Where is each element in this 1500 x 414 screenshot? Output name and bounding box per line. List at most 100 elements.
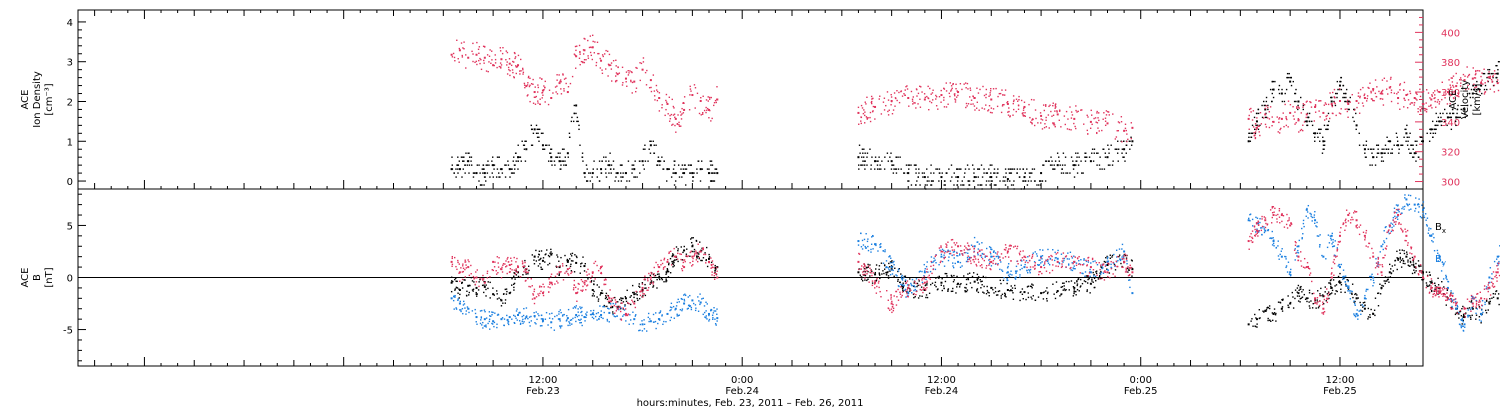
bz-point xyxy=(617,308,619,310)
velocity-point xyxy=(675,118,677,120)
top-left-ylabel-line: Ion Density xyxy=(32,71,43,128)
bz-point xyxy=(1306,266,1308,268)
bz-point xyxy=(1405,235,1407,237)
right-tick-label: 340 xyxy=(1441,118,1460,129)
bz-point xyxy=(1314,297,1316,299)
bz-point xyxy=(1339,235,1341,237)
bz-point xyxy=(1322,308,1324,310)
bx-point xyxy=(1356,297,1358,299)
top-right-ylabel-line: [km/s] xyxy=(1472,83,1483,115)
density-point xyxy=(891,160,893,162)
bx-point xyxy=(1007,289,1009,291)
density-point xyxy=(484,172,486,174)
by-point xyxy=(691,299,693,301)
right-tick-label: 300 xyxy=(1441,178,1460,189)
bz-point xyxy=(691,256,693,258)
series-bx xyxy=(451,237,1500,328)
density-point xyxy=(1281,93,1283,95)
density-point xyxy=(1248,140,1250,142)
by-point xyxy=(940,256,942,258)
velocity-point xyxy=(1289,112,1291,114)
velocity-point xyxy=(857,112,859,114)
velocity-point xyxy=(1397,97,1399,99)
series-by xyxy=(451,194,1500,336)
bz-point xyxy=(1007,250,1009,252)
by-point xyxy=(891,266,893,268)
bz-point xyxy=(857,261,859,263)
bz-point xyxy=(1397,214,1399,216)
bz-point xyxy=(1107,271,1109,273)
velocity-point xyxy=(990,99,992,101)
velocity-point xyxy=(1322,112,1324,114)
bx-point xyxy=(857,271,859,273)
bz-point xyxy=(1248,240,1250,242)
density-point xyxy=(525,148,527,150)
bx-point xyxy=(1248,323,1250,325)
density-point xyxy=(650,144,652,146)
by-point xyxy=(974,245,976,247)
by-point xyxy=(633,318,635,320)
legend-label-x: Bx xyxy=(1435,222,1446,235)
bottom-left-ylabel-line: ACE xyxy=(20,268,31,288)
velocity-point xyxy=(700,100,702,102)
by-scatter-dots xyxy=(453,293,718,331)
by-scatter-dots xyxy=(1248,194,1500,332)
bx-point xyxy=(1405,256,1407,258)
x-tick-date-label: Feb.25 xyxy=(1323,386,1357,397)
x-tick-date-label: Feb.24 xyxy=(925,386,959,397)
by-point xyxy=(550,321,552,323)
bx-point xyxy=(1023,291,1025,293)
bz-point xyxy=(567,268,569,270)
density-point xyxy=(1497,73,1499,75)
density-point xyxy=(1306,120,1308,122)
by-point xyxy=(1414,204,1416,206)
bx-point xyxy=(683,249,685,251)
velocity-point xyxy=(642,69,644,71)
velocity-point xyxy=(1356,100,1358,102)
bz-scatter-dots xyxy=(858,239,1132,313)
density-point xyxy=(1356,124,1358,126)
bx-point xyxy=(974,281,976,283)
density-point xyxy=(567,152,569,154)
right-tick-label: 400 xyxy=(1441,28,1460,39)
by-point xyxy=(700,301,702,303)
x-tick-date-label: Feb.23 xyxy=(526,386,560,397)
bx-point xyxy=(600,292,602,294)
by-point xyxy=(666,313,668,315)
by-point xyxy=(1405,198,1407,200)
velocity-point xyxy=(600,60,602,62)
x-axis: 12:00Feb.230:00Feb.2412:00Feb.240:00Feb.… xyxy=(95,10,1500,397)
bx-point xyxy=(476,287,478,289)
velocity-point xyxy=(1455,85,1457,87)
bx-point xyxy=(592,289,594,291)
x-axis-title: hours:minutes, Feb. 23, 2011 – Feb. 26, … xyxy=(637,398,864,409)
by-point xyxy=(650,320,652,322)
x-tick-time-label: 0:00 xyxy=(731,375,753,386)
velocity-point xyxy=(1472,78,1474,80)
bz-point xyxy=(1273,214,1275,216)
bottom-left-ylabel: ACEB[nT] xyxy=(20,267,55,287)
bz-point xyxy=(716,277,718,279)
bz-point xyxy=(583,282,585,284)
density-point xyxy=(716,172,718,174)
bz-point xyxy=(1414,256,1416,258)
density-point xyxy=(534,128,536,130)
right-tick-label: 320 xyxy=(1441,148,1460,159)
top-left-ylabel-line: [cm⁻³] xyxy=(44,83,55,115)
top-panel-frame xyxy=(78,10,1423,189)
left-tick-label: 5 xyxy=(67,221,73,232)
bz-point xyxy=(642,287,644,289)
by-point xyxy=(1131,292,1133,294)
velocity-point xyxy=(1264,113,1266,115)
by-scatter-dots xyxy=(858,233,1131,298)
top-left-ylabel-line: ACE xyxy=(20,90,31,110)
bz-point xyxy=(666,261,668,263)
by-point xyxy=(517,314,519,316)
bx-point xyxy=(1488,303,1490,305)
velocity-point xyxy=(874,106,876,108)
density-point xyxy=(642,160,644,162)
velocity-scatter-dots xyxy=(858,82,1132,142)
bx-point xyxy=(484,286,486,288)
density-scatter-dots xyxy=(858,137,1132,190)
